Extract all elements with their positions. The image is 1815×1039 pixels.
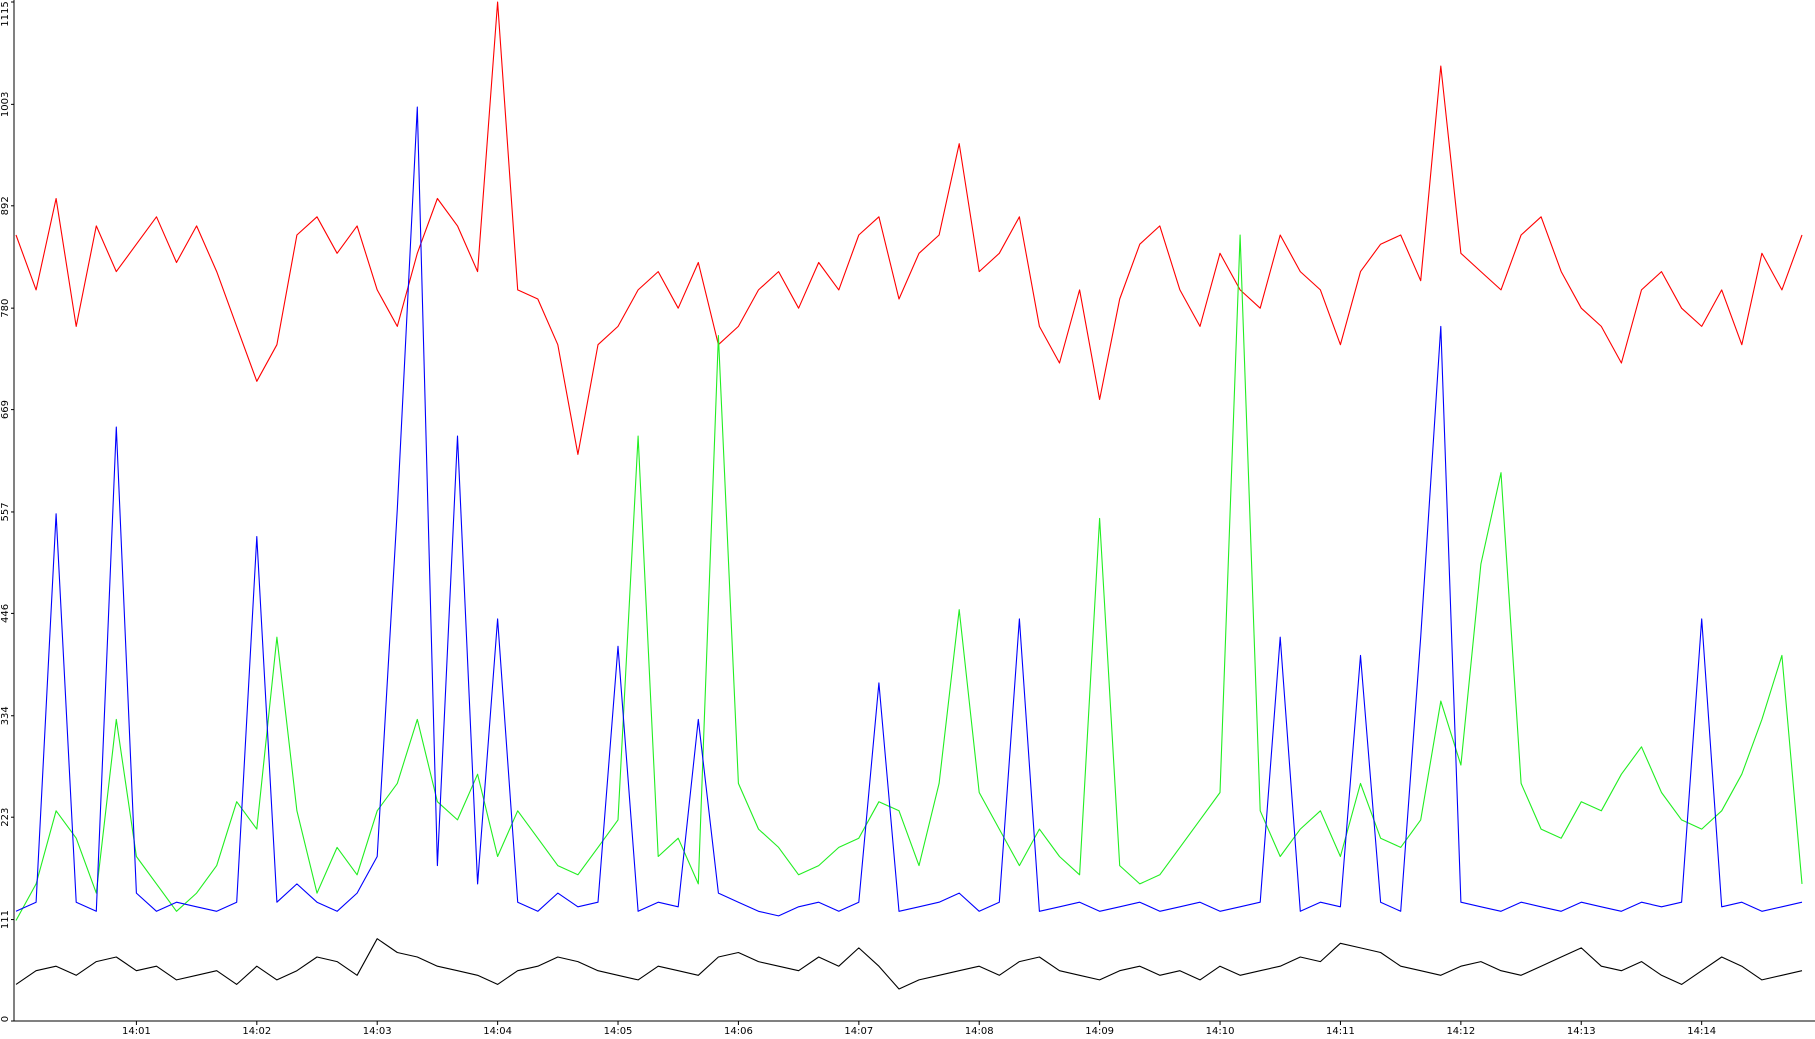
series-line bbox=[15, 234, 1803, 921]
y-tick-label: 111 bbox=[0, 910, 11, 929]
y-tick-label: 223 bbox=[0, 808, 11, 827]
y-tick-label: 780 bbox=[0, 299, 11, 318]
x-tick-label: 14:10 bbox=[1206, 1026, 1235, 1037]
x-tick-label: 14:08 bbox=[965, 1026, 994, 1037]
series-line bbox=[15, 1, 1803, 455]
x-tick-label: 14:02 bbox=[242, 1026, 271, 1037]
x-tick-label: 14:09 bbox=[1085, 1026, 1114, 1037]
x-tick-label: 14:13 bbox=[1567, 1026, 1596, 1037]
y-tick-label: 557 bbox=[0, 502, 11, 521]
x-tick-label: 14:11 bbox=[1326, 1026, 1355, 1037]
x-tick-label: 14:06 bbox=[724, 1026, 753, 1037]
y-tick-label: 0 bbox=[0, 1016, 11, 1022]
y-tick-label: 334 bbox=[0, 706, 11, 725]
x-tick-label: 14:12 bbox=[1446, 1026, 1475, 1037]
x-tick-label: 14:01 bbox=[122, 1026, 151, 1037]
x-tick-label: 14:07 bbox=[844, 1026, 873, 1037]
y-tick-label: 1003 bbox=[0, 92, 11, 117]
x-tick-label: 14:14 bbox=[1687, 1026, 1716, 1037]
x-tick-label: 14:05 bbox=[604, 1026, 633, 1037]
series-line bbox=[15, 938, 1803, 990]
y-tick-label: 446 bbox=[0, 604, 11, 623]
y-tick-label: 1115 bbox=[0, 1, 11, 26]
x-tick-label: 14:04 bbox=[483, 1026, 512, 1037]
y-tick-label: 669 bbox=[0, 400, 11, 419]
series-line bbox=[15, 106, 1803, 917]
x-tick-label: 14:03 bbox=[363, 1026, 392, 1037]
y-tick-label: 892 bbox=[0, 196, 11, 215]
